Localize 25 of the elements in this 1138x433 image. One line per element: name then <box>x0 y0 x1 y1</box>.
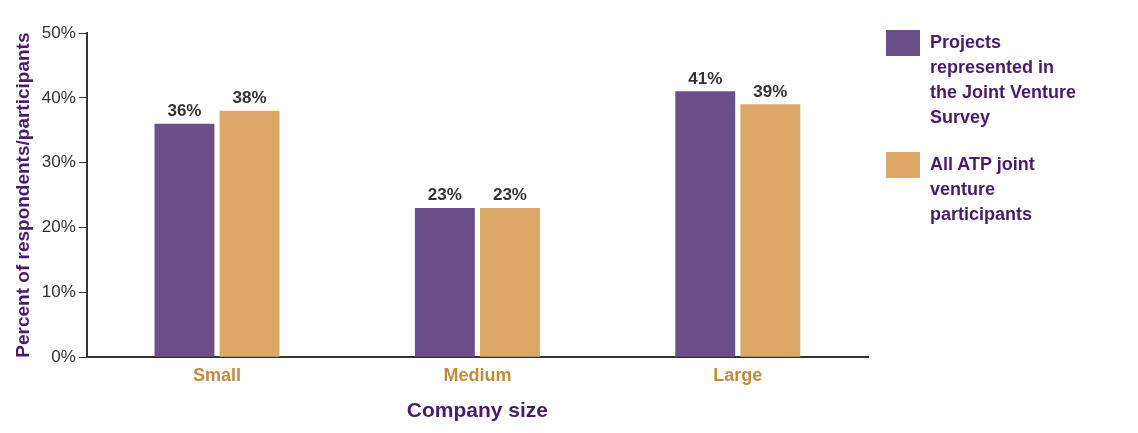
data-label: 39% <box>753 81 788 101</box>
y-axis-title: Percent of respondents/participants <box>11 32 33 358</box>
bar <box>740 104 801 357</box>
y-tick-label: 40% <box>41 87 76 107</box>
x-tick-label: Small <box>193 364 242 385</box>
x-tick-label: Large <box>713 364 763 385</box>
bar <box>480 208 540 357</box>
bar <box>219 110 280 357</box>
x-axis-title: Company size <box>406 398 549 422</box>
legend-label: All ATP joint venture participants <box>930 153 1036 226</box>
bar <box>154 123 215 357</box>
y-tick-label: 0% <box>51 346 76 366</box>
data-label: 38% <box>232 88 267 107</box>
bar <box>675 91 736 357</box>
data-label: 36% <box>167 100 202 120</box>
data-label: 23% <box>427 185 462 205</box>
y-tick-label: 30% <box>41 152 76 172</box>
y-tick-label: 10% <box>41 282 76 302</box>
legend-label: Projects represented in the Joint Venture Survey <box>930 31 1078 129</box>
y-tick-label: 50% <box>41 22 76 42</box>
bar <box>414 208 475 357</box>
data-label: 23% <box>492 185 527 205</box>
x-tick-label: Medium <box>443 364 512 385</box>
data-label: 41% <box>688 68 723 88</box>
y-tick-label: 20% <box>41 217 76 237</box>
